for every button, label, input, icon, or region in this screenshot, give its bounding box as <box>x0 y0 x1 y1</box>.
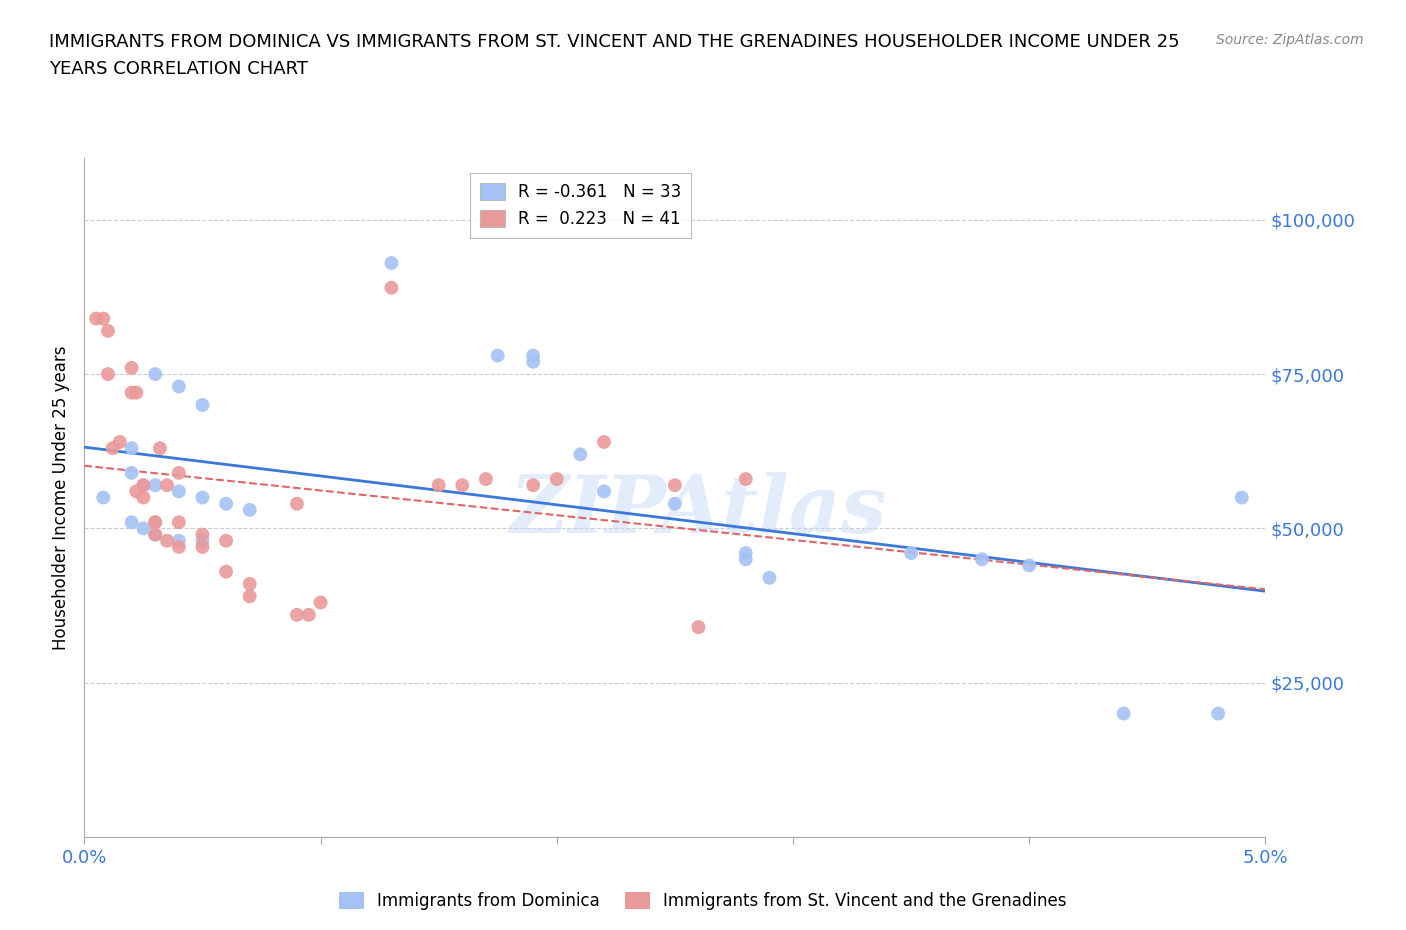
Text: YEARS CORRELATION CHART: YEARS CORRELATION CHART <box>49 60 308 78</box>
Point <box>900 546 922 561</box>
Point <box>132 490 155 505</box>
Point <box>121 385 143 400</box>
Point <box>522 348 544 363</box>
Point <box>121 515 143 530</box>
Point <box>97 366 120 381</box>
Point <box>475 472 498 486</box>
Point <box>143 366 166 381</box>
Point <box>734 472 756 486</box>
Point <box>125 484 148 498</box>
Point <box>734 551 756 566</box>
Legend: Immigrants from Dominica, Immigrants from St. Vincent and the Grenadines: Immigrants from Dominica, Immigrants fro… <box>332 885 1074 917</box>
Point <box>1018 558 1040 573</box>
Point <box>121 441 143 456</box>
Point <box>1112 706 1135 721</box>
Point <box>191 490 214 505</box>
Point <box>664 478 686 493</box>
Point <box>1206 706 1229 721</box>
Point <box>486 348 509 363</box>
Point <box>215 533 238 548</box>
Text: Source: ZipAtlas.com: Source: ZipAtlas.com <box>1216 33 1364 46</box>
Point <box>167 465 190 480</box>
Point <box>309 595 332 610</box>
Point <box>191 539 214 554</box>
Point <box>143 527 166 542</box>
Point <box>156 533 179 548</box>
Point <box>191 527 214 542</box>
Point <box>298 607 321 622</box>
Point <box>191 397 214 412</box>
Point <box>758 570 780 585</box>
Point <box>688 619 710 634</box>
Point <box>380 256 402 271</box>
Point <box>522 478 544 493</box>
Point <box>215 565 238 579</box>
Point <box>167 539 190 554</box>
Point <box>285 497 308 512</box>
Point <box>149 441 172 456</box>
Point <box>84 312 107 326</box>
Point <box>132 521 155 536</box>
Point <box>121 465 143 480</box>
Point <box>569 447 592 462</box>
Point <box>734 546 756 561</box>
Point <box>191 533 214 548</box>
Point <box>380 280 402 295</box>
Point <box>143 515 166 530</box>
Point <box>664 497 686 512</box>
Point <box>593 484 616 498</box>
Point <box>970 551 993 566</box>
Point <box>121 361 143 376</box>
Point <box>91 312 114 326</box>
Point <box>167 515 190 530</box>
Point <box>156 478 179 493</box>
Point <box>285 607 308 622</box>
Point <box>167 379 190 394</box>
Point <box>427 478 450 493</box>
Point <box>97 324 120 339</box>
Text: ZIPAtlas: ZIPAtlas <box>510 472 887 550</box>
Legend: R = -0.361   N = 33, R =  0.223   N = 41: R = -0.361 N = 33, R = 0.223 N = 41 <box>470 173 692 238</box>
Point <box>108 434 131 449</box>
Point <box>451 478 474 493</box>
Point <box>546 472 568 486</box>
Point <box>125 385 148 400</box>
Point <box>522 354 544 369</box>
Point <box>215 497 238 512</box>
Point <box>143 478 166 493</box>
Point <box>132 478 155 493</box>
Point <box>132 478 155 493</box>
Y-axis label: Householder Income Under 25 years: Householder Income Under 25 years <box>52 345 70 650</box>
Point <box>143 527 166 542</box>
Point <box>167 484 190 498</box>
Point <box>239 502 262 517</box>
Text: IMMIGRANTS FROM DOMINICA VS IMMIGRANTS FROM ST. VINCENT AND THE GRENADINES HOUSE: IMMIGRANTS FROM DOMINICA VS IMMIGRANTS F… <box>49 33 1180 50</box>
Point <box>1230 490 1253 505</box>
Point <box>91 490 114 505</box>
Point <box>239 577 262 591</box>
Point <box>167 533 190 548</box>
Point <box>101 441 124 456</box>
Point <box>239 589 262 604</box>
Point <box>593 434 616 449</box>
Point <box>143 515 166 530</box>
